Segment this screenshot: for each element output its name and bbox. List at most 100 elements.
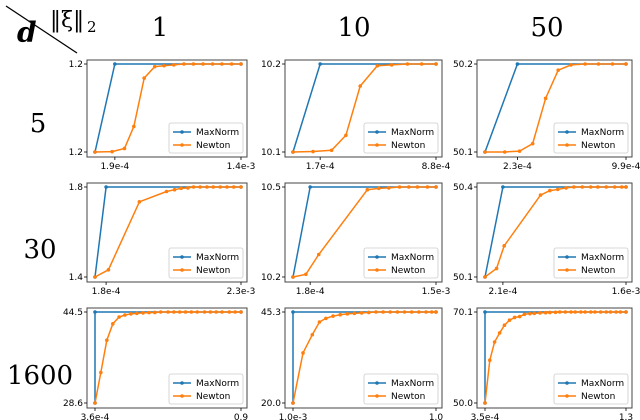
legend-marker-maxnorm [180, 381, 184, 385]
legend-marker-newton [565, 394, 569, 398]
maxnorm-point [515, 62, 520, 66]
newton-point [528, 311, 532, 316]
x-tick-label: 1.0e-3 [279, 413, 308, 420]
newton-point [409, 310, 414, 314]
newton-point [291, 401, 295, 405]
newton-point [177, 310, 182, 314]
y-tick-label: 20.0 [261, 399, 281, 409]
legend-marker-newton [180, 268, 184, 272]
newton-point [301, 351, 305, 355]
newton-point [556, 68, 560, 72]
newton-point [624, 185, 628, 189]
legend-marker-maxnorm [375, 255, 379, 259]
newton-point [619, 185, 624, 189]
newton-point [415, 185, 420, 189]
newton-point [588, 310, 593, 314]
row-header: 1600 [7, 361, 73, 391]
corner-col-label-subscript: 2 [87, 18, 97, 36]
legend-marker-maxnorm [375, 381, 379, 385]
newton-point [564, 186, 568, 190]
newton-point [123, 313, 127, 317]
newton-point [135, 311, 139, 316]
newton-point [407, 185, 411, 189]
legend-marker-maxnorm [565, 255, 569, 259]
newton-point [316, 252, 321, 257]
legend: MaxNorm Newton [553, 122, 629, 154]
newton-point [612, 185, 617, 189]
newton-point [191, 62, 196, 66]
newton-point [517, 314, 522, 319]
newton-point [172, 63, 176, 67]
x-tick-label: 1.4e-3 [227, 162, 256, 172]
newton-point [359, 311, 364, 315]
newton-point [172, 310, 176, 314]
newton-point [195, 310, 199, 314]
newton-point [538, 311, 542, 315]
legend-marker-newton [375, 394, 379, 398]
legend-label: Newton [581, 141, 615, 151]
legend-marker-maxnorm [180, 130, 184, 134]
newton-point [530, 141, 535, 146]
maxnorm-point [291, 310, 295, 314]
newton-point [231, 185, 236, 189]
maxnorm-point [501, 185, 505, 189]
y-tick-label: 10.5 [261, 183, 281, 193]
subplot: 1.4 1.8 1.8e-4 2.3e-3 MaxNorm Newton [69, 182, 255, 297]
newton-line [292, 63, 436, 153]
newton-point [304, 272, 308, 277]
newton-point [388, 310, 393, 314]
legend: MaxNorm Newton [363, 373, 439, 405]
legend-label: Newton [391, 392, 425, 402]
newton-point [548, 188, 552, 193]
subplot: 10.1 10.2 1.7e-4 8.8e-4 MaxNorm Newton [261, 59, 451, 172]
newton-point [117, 315, 121, 319]
legend-label: Newton [391, 266, 425, 276]
y-tick-label: 1.2 [69, 148, 83, 158]
newton-point [624, 310, 628, 314]
corner-row-label: d [17, 16, 37, 49]
maxnorm-point [483, 310, 487, 314]
newton-point [381, 310, 385, 314]
newton-point [572, 185, 576, 189]
y-tick-label: 50.1 [453, 273, 473, 283]
corner-col-label: ‖ξ‖ [50, 8, 84, 33]
newton-point [191, 185, 196, 189]
newton-point [492, 340, 497, 344]
newton-point [358, 84, 363, 88]
subplot: 28.6 44.5 3.6e-4 0.9 MaxNorm Newton [63, 307, 248, 420]
newton-point [179, 186, 183, 191]
legend-marker-newton [180, 394, 184, 398]
y-tick-label: 1.4 [69, 273, 84, 283]
y-tick-label: 50.4 [453, 183, 473, 193]
newton-point [183, 310, 188, 314]
newton-point [402, 310, 407, 314]
newton-point [569, 310, 573, 314]
x-tick-label: 3.6e-4 [81, 413, 110, 420]
newton-point [569, 63, 573, 67]
legend-marker-newton [565, 268, 569, 272]
newton-point [580, 185, 585, 189]
column-header: 1 [152, 13, 169, 43]
y-tick-label: 50.0 [453, 399, 473, 409]
newton-point [365, 187, 370, 192]
column-header: 10 [337, 13, 370, 43]
row-header: 30 [23, 235, 56, 265]
y-tick-label: 44.5 [63, 308, 83, 318]
newton-point [345, 312, 350, 316]
newton-point [434, 62, 438, 66]
subplot: 10.2 10.5 1.8e-4 1.5e-3 MaxNorm Newton [261, 182, 450, 297]
y-tick-label: 10.1 [261, 148, 281, 158]
subplot: 20.0 45.3 1.0e-3 1.0 MaxNorm Newton [261, 307, 443, 420]
newton-point [583, 62, 587, 66]
newton-point [618, 310, 623, 314]
newton-point [557, 310, 562, 314]
newton-point [110, 149, 114, 154]
newton-point [596, 185, 600, 189]
legend: MaxNorm Newton [553, 373, 629, 405]
maxnorm-point [93, 310, 97, 314]
newton-point [366, 310, 371, 315]
newton-point [419, 62, 424, 66]
legend-marker-newton [565, 143, 569, 147]
newton-point [166, 310, 170, 314]
x-tick-label: 1.6e-3 [612, 287, 640, 297]
